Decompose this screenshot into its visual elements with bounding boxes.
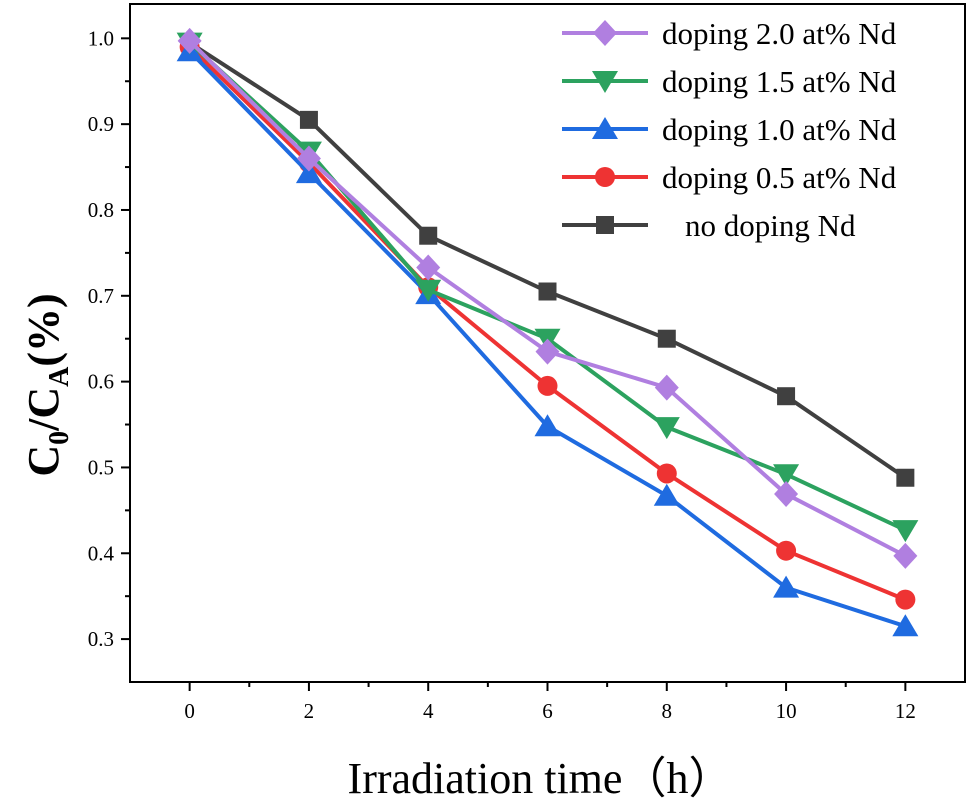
legend-item: doping 0.5 at% Nd [562, 160, 897, 195]
x-tick-label: 6 [542, 699, 553, 723]
y-tick-label: 1.0 [88, 26, 114, 50]
data-point [773, 464, 800, 487]
data-point [416, 254, 441, 281]
x-axis-title: Irradiation time（h） [348, 754, 733, 803]
data-point [777, 387, 796, 406]
y-tick-label: 0.4 [88, 541, 115, 565]
data-point [538, 282, 557, 301]
y-axis-title: C0/CA(%) [19, 293, 75, 476]
legend-label: doping 2.0 at% Nd [662, 16, 897, 51]
svg-text:C0/CA(%): C0/CA(%) [19, 293, 75, 476]
data-point [653, 483, 680, 506]
legend-item: doping 1.5 at% Nd [562, 64, 897, 99]
data-point [773, 575, 800, 598]
data-point [657, 329, 676, 348]
series-diamond [177, 27, 918, 569]
y-tick-label: 0.3 [88, 627, 114, 651]
data-point [534, 414, 561, 437]
legend-marker [596, 216, 614, 234]
y-tick-label: 0.7 [88, 284, 114, 308]
data-point [177, 27, 202, 54]
legend-marker [592, 71, 618, 93]
x-tick-label: 2 [304, 699, 315, 723]
data-point [895, 589, 916, 610]
x-tick-label: 12 [895, 699, 916, 723]
legend-item: doping 2.0 at% Nd [562, 16, 897, 51]
data-point [776, 540, 797, 561]
data-point [653, 417, 680, 440]
data-point [535, 338, 560, 365]
data-point [537, 375, 558, 396]
legend-label: doping 0.5 at% Nd [662, 160, 897, 195]
x-tick-label: 10 [776, 699, 797, 723]
data-point [654, 374, 679, 401]
x-tick-label: 4 [423, 699, 434, 723]
data-point [774, 481, 799, 508]
legend-label: no doping Nd [685, 208, 856, 243]
y-tick-label: 0.9 [88, 112, 114, 136]
legend-marker [592, 117, 618, 139]
legend-label: doping 1.5 at% Nd [662, 64, 897, 99]
data-point [299, 110, 318, 129]
y-tick-label: 0.6 [88, 370, 114, 394]
data-point [296, 145, 321, 172]
legend-marker [593, 20, 617, 46]
legend: doping 2.0 at% Nd doping 1.5 at% Nd doping… [562, 16, 897, 243]
series-triangle-up [176, 39, 919, 637]
data-point [892, 614, 919, 637]
legend-marker [595, 167, 615, 187]
y-tick-label: 0.8 [88, 198, 114, 222]
legend-item: no doping Nd [562, 208, 856, 243]
y-tick-label: 0.5 [88, 455, 114, 479]
data-point [415, 279, 442, 302]
legend-item: doping 1.0 at% Nd [562, 112, 897, 147]
data-point [656, 463, 677, 484]
data-point [419, 226, 438, 245]
x-tick-label: 0 [184, 699, 195, 723]
data-point [896, 468, 915, 487]
x-tick-label: 8 [662, 699, 673, 723]
series-line [188, 40, 907, 480]
x-axis-ticks: 0 2 4 6 8 10 12 [184, 682, 916, 723]
series-layer [176, 27, 919, 637]
data-point [295, 161, 322, 184]
y-axis-ticks: 0.3 0.4 0.5 0.6 0.7 0.8 0.9 1.0 [88, 26, 130, 651]
legend-label: doping 1.0 at% Nd [662, 112, 897, 147]
data-point [892, 520, 919, 543]
data-point [893, 542, 918, 569]
